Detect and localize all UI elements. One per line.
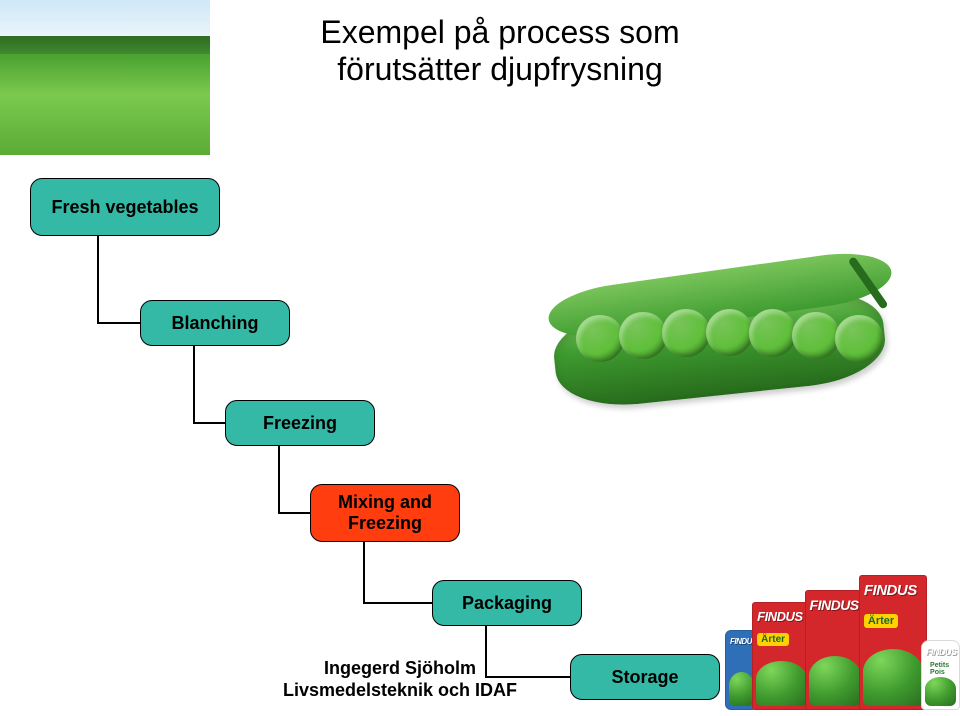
flow-node-freeze: Freezing xyxy=(225,400,375,446)
connector-h-blanch xyxy=(193,422,225,424)
connector-v-freeze xyxy=(278,446,280,513)
product-2: FINDUS xyxy=(805,590,865,710)
flow-node-pack: Packaging xyxy=(432,580,582,626)
connector-v-blanch xyxy=(193,346,195,423)
connector-h-mix xyxy=(363,602,432,604)
pea-pod-image xyxy=(540,250,900,420)
product-brand: FINDUS xyxy=(926,647,955,657)
connector-v-fresh xyxy=(97,236,99,323)
footer-line-1: Ingegerd Sjöholm xyxy=(250,658,550,680)
connector-h-fresh xyxy=(97,322,140,324)
title-line-1: Exempel på process som xyxy=(260,14,740,51)
product-brand: FINDUS xyxy=(810,597,860,613)
page-title: Exempel på process somförutsätter djupfr… xyxy=(260,14,740,88)
title-line-2: förutsätter djupfrysning xyxy=(260,51,740,88)
product-3: FINDUS Ärter xyxy=(859,575,927,710)
connector-h-freeze xyxy=(278,512,310,514)
flow-node-storage: Storage xyxy=(570,654,720,700)
product-1: FINDUS Ärter xyxy=(752,602,810,710)
product-brand: FINDUS xyxy=(864,582,922,599)
flow-node-mix: Mixing and Freezing xyxy=(310,484,460,542)
connector-v-mix xyxy=(363,542,365,603)
product-4: FINDUS Petits Pois xyxy=(921,640,960,710)
product-sub: Ärter xyxy=(757,633,789,646)
flow-node-fresh: Fresh vegetables xyxy=(30,178,220,236)
product-sub: Petits Pois xyxy=(926,661,959,677)
product-sub: Ärter xyxy=(864,614,898,628)
footer-credit: Ingegerd SjöholmLivsmedelsteknik och IDA… xyxy=(250,658,550,701)
product-brand: FINDUS xyxy=(730,637,753,646)
product-packaging: FINDUSFINDUSÄrterFINDUSFINDUSÄrterFINDUS… xyxy=(725,540,960,710)
flow-node-blanch: Blanching xyxy=(140,300,290,346)
field-photo xyxy=(0,0,210,155)
footer-line-2: Livsmedelsteknik och IDAF xyxy=(250,680,550,702)
product-brand: FINDUS xyxy=(757,609,805,624)
